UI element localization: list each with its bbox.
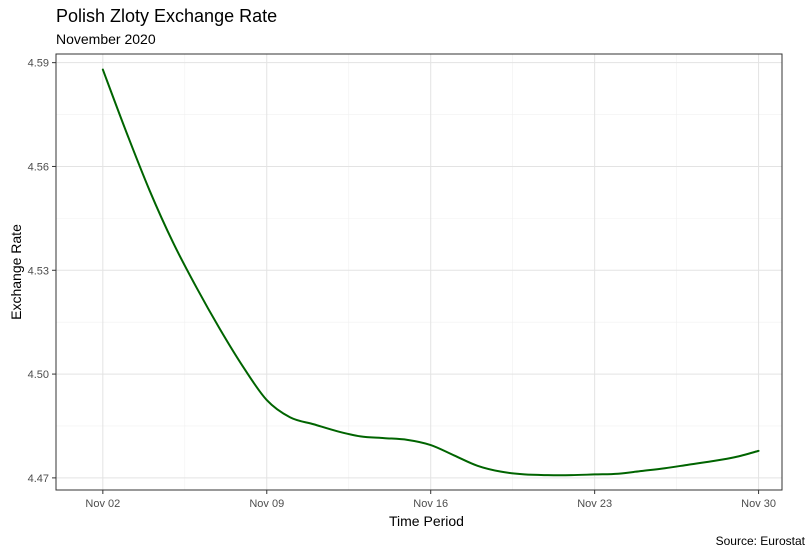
y-tick-label: 4.50 xyxy=(28,369,49,381)
x-tick-label: Nov 02 xyxy=(85,498,120,510)
plot-panel xyxy=(55,53,783,491)
series-layer xyxy=(101,68,760,477)
x-tick-label: Nov 23 xyxy=(577,498,612,510)
source-caption: Source: Eurostat xyxy=(715,534,805,548)
y-tick-label: 4.53 xyxy=(28,265,49,277)
x-axis-label: Time Period xyxy=(389,513,464,529)
y-tick-label: 4.59 xyxy=(28,58,49,70)
chart-title: Polish Zloty Exchange Rate xyxy=(56,6,278,26)
y-tick-label: 4.56 xyxy=(28,161,49,173)
y-tick-label: 4.47 xyxy=(28,473,49,485)
y-axis-label: Exchange Rate xyxy=(8,224,24,320)
axis-ticks: Nov 02 Nov 09 Nov 16 Nov 23 Nov 30 4.47 4.50 4.… xyxy=(28,58,776,510)
plot-border xyxy=(55,53,783,491)
x-tick-label: Nov 16 xyxy=(413,498,448,510)
grid-lines xyxy=(56,54,782,490)
x-tick-label: Nov 30 xyxy=(741,498,776,510)
chart-subtitle: November 2020 xyxy=(56,31,156,47)
x-tick-label: Nov 09 xyxy=(249,498,284,510)
series-line xyxy=(101,68,760,477)
